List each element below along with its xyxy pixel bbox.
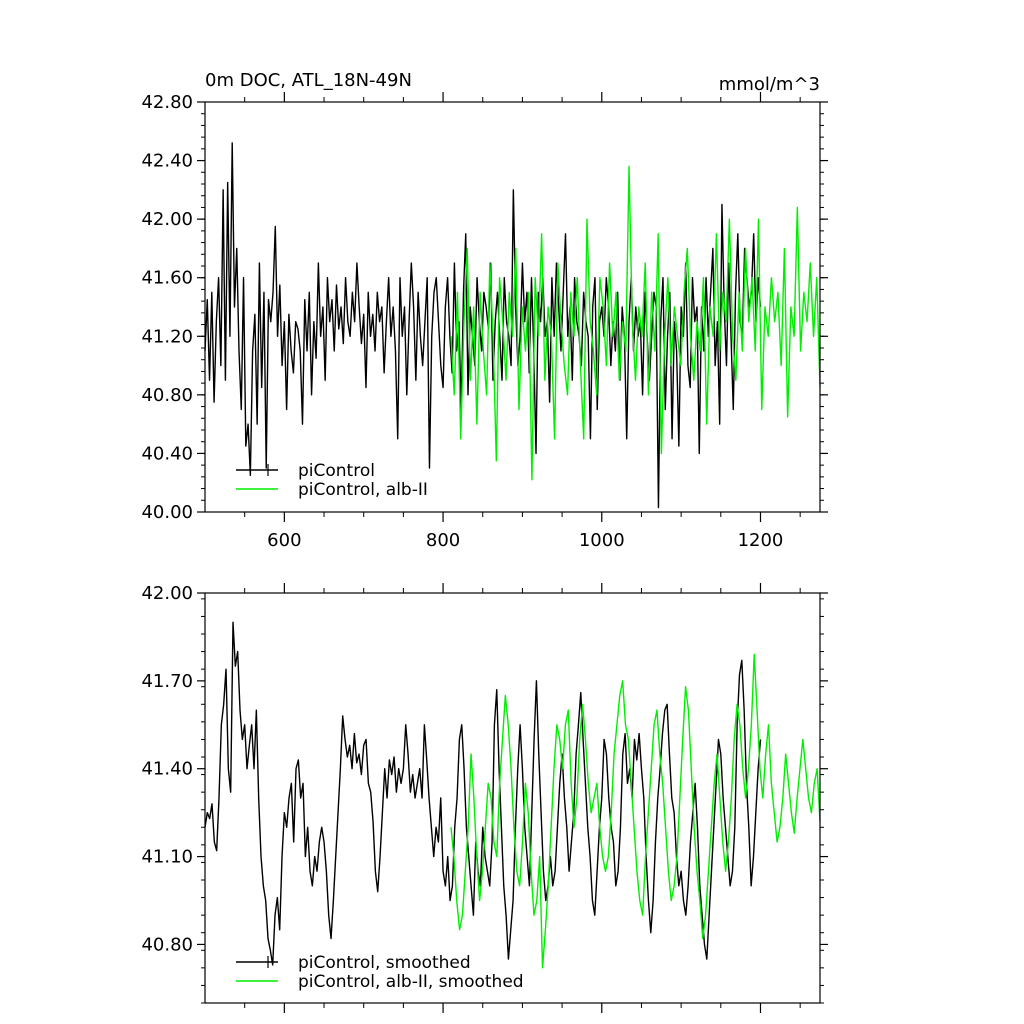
y-tick-label: 42.00 [141, 209, 193, 230]
series-line-picontrol [204, 621, 762, 966]
y-tick-label: 42.00 [141, 583, 193, 604]
y-tick-label: 40.40 [141, 443, 193, 464]
y-tick-label: 41.20 [141, 326, 193, 347]
y-tick-label: 41.70 [141, 671, 193, 692]
legend-label: piControl, smoothed [298, 953, 471, 973]
series-line-alb-ii [450, 165, 821, 481]
y-tick-label: 40.80 [141, 934, 193, 955]
y-tick-label: 41.10 [141, 847, 193, 868]
bottom-panel: 40.80 41.10 41.40 41.70 42.00 piControl, smoo… [141, 583, 828, 1013]
x-tick-label: 600 [267, 530, 301, 551]
unit-label: mmol/m^3 [719, 74, 820, 95]
chart-title: 0m DOC, ATL_18N-49N [205, 70, 412, 91]
y-tick-label: 40.80 [141, 385, 193, 406]
plot-frame [204, 101, 821, 513]
top-panel: 40.00 40.40 40.80 41.20 41.60 42.00 42.40 42.80… [141, 70, 828, 551]
legend-label: piControl, alb-II, smoothed [298, 972, 524, 992]
legend-label: piControl, alb-II [298, 480, 428, 500]
series-line-alb-ii [450, 653, 821, 969]
x-tick-label: 800 [426, 530, 460, 551]
y-tick-label: 41.60 [141, 268, 193, 289]
y-tick-label: 42.40 [141, 151, 193, 172]
y-tick-label: 42.80 [141, 92, 193, 113]
series-line-picontrol [204, 142, 762, 509]
plot-frame [204, 592, 821, 1004]
y-tick-label: 41.40 [141, 759, 193, 780]
legend-label: piControl [298, 461, 375, 481]
x-tick-label: 1200 [738, 530, 784, 551]
y-tick-label: 40.00 [141, 502, 193, 523]
x-tick-label: 1000 [579, 530, 625, 551]
